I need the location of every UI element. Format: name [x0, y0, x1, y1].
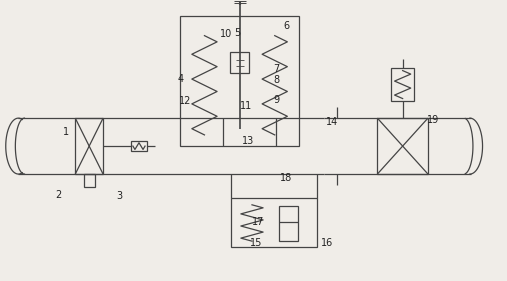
Bar: [391, 68, 414, 101]
Text: 17: 17: [252, 217, 265, 226]
Bar: [180, 16, 299, 146]
Text: 19: 19: [427, 115, 439, 124]
Bar: [230, 53, 249, 73]
Text: 13: 13: [242, 135, 255, 146]
Bar: [75, 118, 103, 174]
Text: 2: 2: [56, 190, 62, 200]
Bar: [231, 198, 317, 247]
Bar: [84, 174, 95, 187]
Text: 7: 7: [273, 64, 279, 74]
Text: 16: 16: [321, 237, 333, 248]
Text: 5: 5: [234, 28, 240, 38]
Text: 1: 1: [63, 127, 69, 137]
Text: 18: 18: [280, 173, 293, 183]
Text: 4: 4: [177, 74, 183, 84]
Text: 15: 15: [250, 237, 262, 248]
Bar: [377, 118, 428, 174]
Text: 3: 3: [117, 191, 123, 201]
Text: 11: 11: [240, 101, 252, 110]
Text: 9: 9: [273, 95, 279, 105]
Text: 12: 12: [179, 96, 192, 106]
Text: 8: 8: [273, 75, 279, 85]
Text: 6: 6: [283, 21, 289, 31]
Bar: [131, 141, 147, 151]
Bar: [279, 206, 298, 241]
Text: 14: 14: [325, 117, 338, 127]
Text: 10: 10: [220, 29, 232, 39]
